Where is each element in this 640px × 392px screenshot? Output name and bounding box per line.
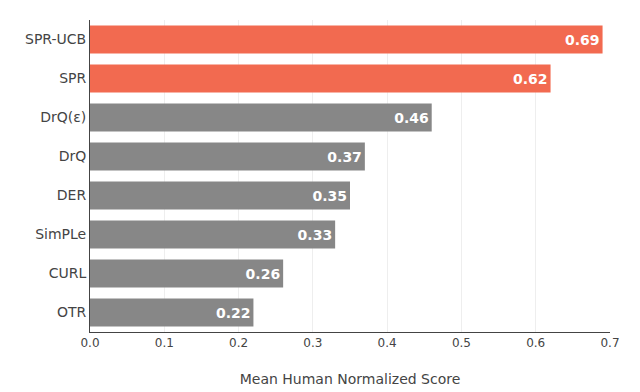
svg-text:0.6: 0.6 [526, 336, 545, 350]
svg-text:0.2: 0.2 [229, 336, 248, 350]
svg-text:0.46: 0.46 [394, 110, 429, 126]
svg-text:0.7: 0.7 [600, 336, 619, 350]
svg-text:0.4: 0.4 [378, 336, 397, 350]
svg-text:CURL: CURL [49, 265, 87, 281]
svg-text:0.62: 0.62 [513, 71, 548, 87]
svg-text:0.1: 0.1 [155, 336, 174, 350]
svg-text:SPR: SPR [59, 70, 86, 86]
svg-text:0.35: 0.35 [312, 188, 347, 204]
svg-text:SimPLe: SimPLe [35, 226, 86, 242]
svg-text:0.5: 0.5 [452, 336, 471, 350]
svg-text:0.37: 0.37 [327, 149, 362, 165]
svg-text:0.22: 0.22 [216, 305, 251, 321]
svg-text:0.69: 0.69 [565, 32, 600, 48]
svg-text:0.33: 0.33 [298, 227, 333, 243]
svg-text:DrQ: DrQ [59, 148, 87, 164]
svg-text:OTR: OTR [57, 304, 87, 320]
svg-text:0.0: 0.0 [80, 336, 99, 350]
svg-text:SPR-UCB: SPR-UCB [25, 31, 86, 47]
svg-text:Mean Human Normalized Score: Mean Human Normalized Score [240, 371, 461, 387]
svg-text:0.3: 0.3 [303, 336, 322, 350]
svg-text:DER: DER [57, 187, 87, 203]
svg-text:0.26: 0.26 [246, 266, 281, 282]
svg-text:DrQ(ε): DrQ(ε) [40, 109, 86, 125]
